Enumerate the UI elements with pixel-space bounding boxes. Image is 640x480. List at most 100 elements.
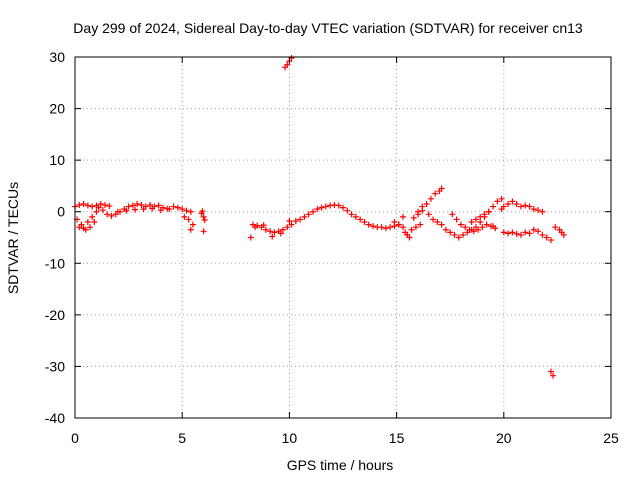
data-point — [453, 216, 460, 223]
data-point — [125, 203, 132, 210]
data-point — [560, 231, 567, 238]
data-point — [170, 203, 177, 210]
data-point — [382, 225, 389, 232]
data-point — [284, 61, 291, 68]
data-point — [378, 224, 385, 231]
data-point — [247, 234, 254, 241]
data-point — [187, 226, 194, 233]
data-point — [352, 213, 359, 220]
y-tick-label: -20 — [45, 307, 65, 323]
data-point — [412, 224, 419, 231]
data-point — [138, 202, 145, 209]
data-point — [80, 225, 87, 232]
data-point — [455, 234, 462, 241]
data-point — [539, 231, 546, 238]
data-point — [513, 200, 520, 207]
y-tick-label: -40 — [45, 410, 65, 426]
data-point — [408, 226, 415, 233]
data-point — [550, 372, 557, 379]
y-tick-label: 20 — [49, 101, 65, 117]
data-point — [301, 213, 308, 220]
data-point — [430, 216, 437, 223]
data-point — [181, 213, 188, 220]
data-point — [357, 216, 364, 223]
data-point — [187, 208, 194, 215]
data-point — [99, 207, 106, 214]
data-point — [391, 219, 398, 226]
x-tick-label: 25 — [603, 430, 619, 446]
data-point — [395, 221, 402, 228]
data-point — [87, 224, 94, 231]
data-point — [286, 217, 293, 224]
data-point — [530, 206, 537, 213]
data-point — [189, 221, 196, 228]
data-point — [438, 185, 445, 192]
data-point — [406, 234, 413, 241]
data-point — [517, 203, 524, 210]
x-tick-label: 20 — [496, 430, 512, 446]
data-point — [490, 203, 497, 210]
data-point — [522, 202, 529, 209]
data-point — [174, 204, 181, 211]
data-point — [166, 206, 173, 213]
data-point — [340, 204, 346, 211]
data-point — [76, 224, 83, 231]
y-axis-label: SDTVAR / TECUs — [5, 182, 21, 294]
data-point — [132, 206, 139, 213]
data-point — [365, 221, 372, 228]
data-point — [114, 208, 121, 215]
data-point — [267, 228, 274, 235]
data-point — [526, 203, 533, 210]
data-point — [477, 219, 484, 226]
data-point — [479, 224, 486, 231]
data-point — [292, 217, 299, 224]
data-point — [108, 212, 115, 219]
data-point — [84, 202, 91, 209]
data-point — [106, 203, 113, 210]
y-tick-label: 0 — [57, 204, 65, 220]
data-point — [149, 205, 156, 212]
x-tick-label: 5 — [178, 430, 186, 446]
data-point — [200, 228, 207, 235]
data-point — [91, 219, 98, 226]
data-point — [140, 206, 147, 213]
data-point — [344, 207, 351, 214]
data-point — [466, 226, 473, 233]
data-points — [72, 55, 567, 379]
data-point — [427, 195, 434, 202]
data-point — [297, 216, 304, 223]
data-point — [417, 221, 424, 228]
y-tick-label: 30 — [49, 49, 65, 65]
data-point — [513, 230, 520, 237]
x-tick-label: 0 — [71, 430, 79, 446]
data-point — [335, 202, 342, 209]
data-point — [129, 202, 136, 209]
data-point — [485, 208, 492, 215]
data-point — [84, 219, 91, 226]
data-point — [419, 203, 426, 210]
data-point — [415, 208, 422, 215]
data-point — [147, 202, 154, 209]
data-point — [200, 213, 207, 220]
x-tick-label: 10 — [282, 430, 298, 446]
data-point — [522, 229, 529, 236]
data-point — [535, 228, 542, 235]
data-point — [284, 224, 291, 231]
data-point — [477, 213, 484, 220]
data-point — [543, 234, 550, 241]
data-point — [526, 230, 533, 237]
data-point — [95, 204, 102, 211]
data-point — [457, 221, 464, 228]
data-point — [260, 222, 267, 229]
data-point — [490, 223, 497, 230]
data-point — [183, 207, 190, 214]
data-point — [547, 237, 554, 244]
data-point — [314, 206, 321, 213]
chart-title: Day 299 of 2024, Sidereal Day-to-day VTE… — [73, 20, 583, 36]
grid — [75, 57, 611, 418]
data-point — [442, 226, 449, 233]
data-point — [449, 211, 456, 218]
data-point — [438, 221, 445, 228]
data-point — [277, 230, 284, 237]
